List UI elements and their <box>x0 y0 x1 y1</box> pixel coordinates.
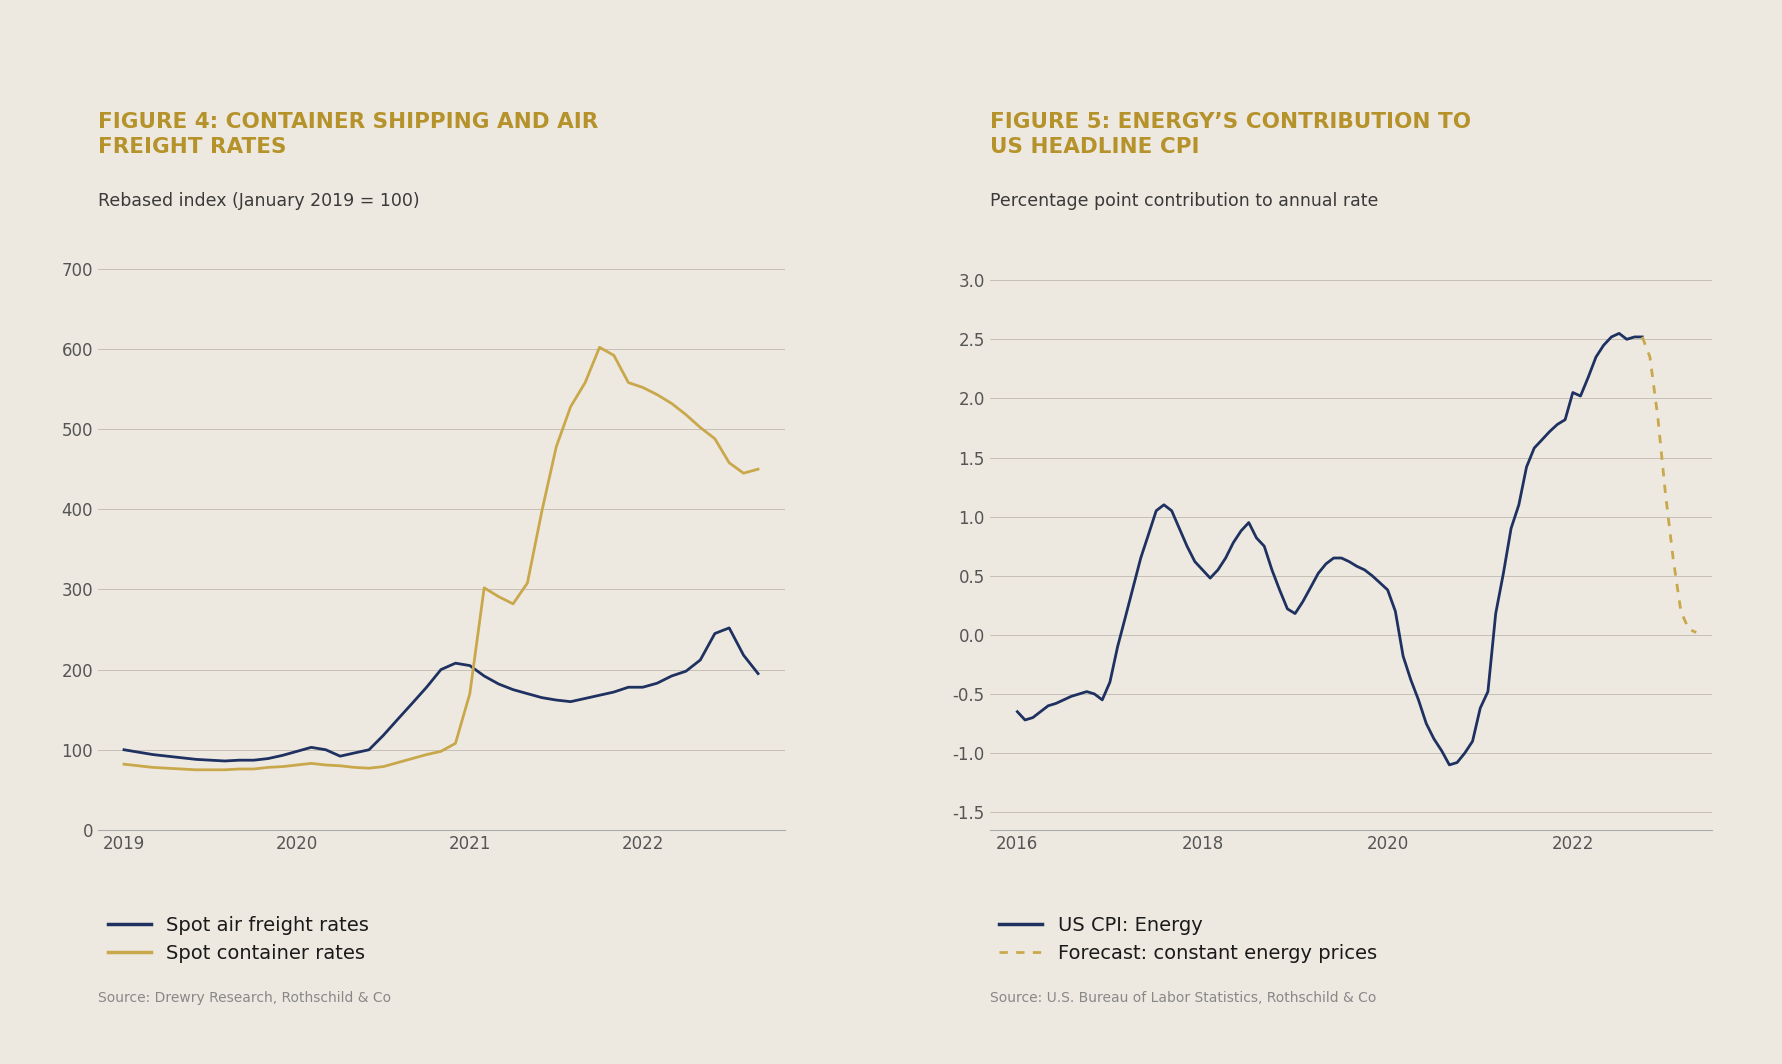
Legend: Spot air freight rates, Spot container rates: Spot air freight rates, Spot container r… <box>107 916 369 963</box>
Text: Source: U.S. Bureau of Labor Statistics, Rothschild & Co: Source: U.S. Bureau of Labor Statistics,… <box>989 992 1376 1005</box>
Text: FIGURE 5: ENERGY’S CONTRIBUTION TO
US HEADLINE CPI: FIGURE 5: ENERGY’S CONTRIBUTION TO US HE… <box>989 112 1470 157</box>
Text: Rebased index (January 2019 = 100): Rebased index (January 2019 = 100) <box>98 192 419 210</box>
Text: Source: Drewry Research, Rothschild & Co: Source: Drewry Research, Rothschild & Co <box>98 992 390 1005</box>
Text: Percentage point contribution to annual rate: Percentage point contribution to annual … <box>989 192 1377 210</box>
Legend: US CPI: Energy, Forecast: constant energy prices: US CPI: Energy, Forecast: constant energ… <box>998 916 1376 963</box>
Text: FIGURE 4: CONTAINER SHIPPING AND AIR
FREIGHT RATES: FIGURE 4: CONTAINER SHIPPING AND AIR FRE… <box>98 112 599 157</box>
